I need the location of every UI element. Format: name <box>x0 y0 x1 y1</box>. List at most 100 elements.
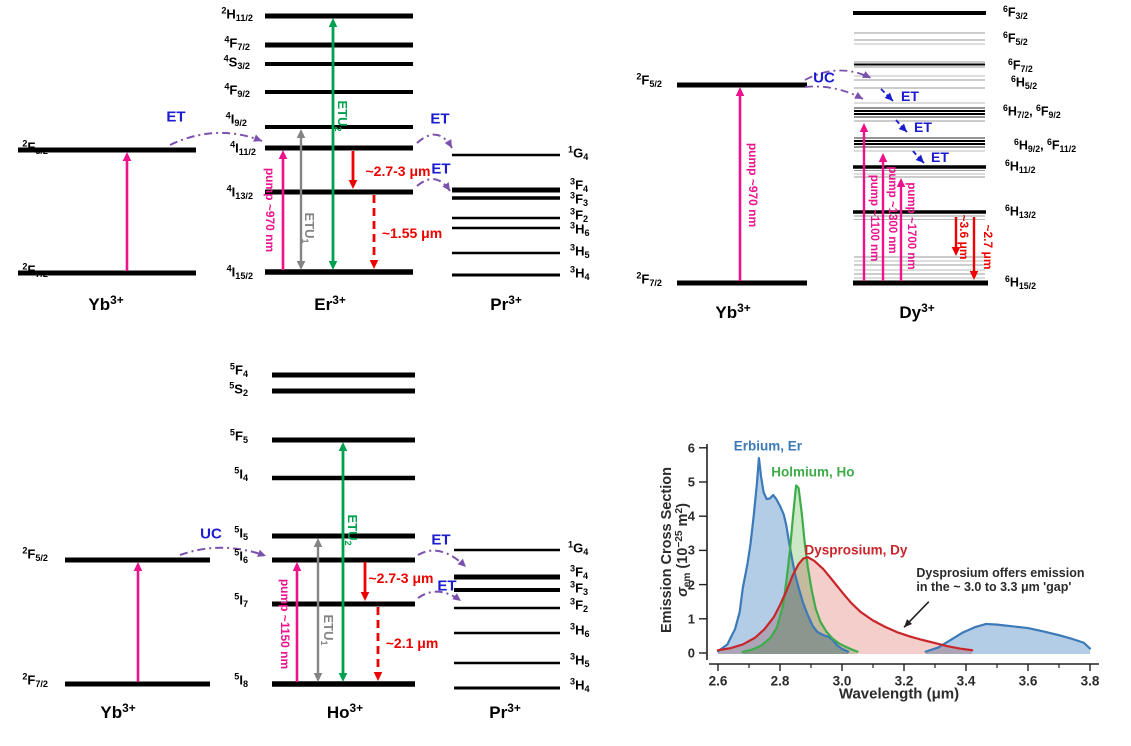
et-label-1-part: ET <box>901 88 919 104</box>
yb-level-label-2f52-part: 5/2 <box>35 553 48 564</box>
yb-level-label-2f52-part: F <box>27 139 36 155</box>
er-to-pr-et-curve-1-head <box>444 139 452 148</box>
chart-y-axis-title-line2-part: ) <box>674 503 691 508</box>
chart-x-tick-label: 3.0 <box>833 674 852 688</box>
etu2-label-part: 2 <box>343 540 354 546</box>
pr-level-label-3f2-part: 2 <box>583 604 589 615</box>
etu1-arrow-head <box>313 673 323 682</box>
uc-label: UC <box>200 527 222 542</box>
chart-y-axis-title-line2-part: em <box>682 572 694 588</box>
yb-level-label-2f72-part: F <box>27 262 36 278</box>
yb-to-er-et-curve-head <box>253 134 262 142</box>
pr-level-label-3h4: 3H4 <box>570 264 590 283</box>
yb-level-label-2f52-part: F <box>27 546 36 562</box>
etu1-label-part: 1 <box>319 640 330 646</box>
ion-label-yb: Yb3+ <box>88 293 124 313</box>
pr-level-label-3f2-part: 2 <box>583 214 589 225</box>
ho-level-label-5i4-part: 5 <box>234 465 240 476</box>
dy-level-label-6f52-part: 5/2 <box>1015 37 1028 48</box>
dy-level-label-6h112-part: 6 <box>1005 158 1010 169</box>
chart-x-tick-label: 3.2 <box>895 674 914 688</box>
pr-level-label-3h6-part: 6 <box>584 228 590 239</box>
etu1-label-part: ETU <box>302 212 317 239</box>
chart-y-axis-title-line2-part: σ <box>674 587 691 597</box>
er-emission-2p7-3um-arrow-head <box>348 180 358 189</box>
chart-y-tick-label-part: 3 <box>687 542 695 558</box>
yb-level-label-2f72: 2F7/2 <box>22 261 48 280</box>
ho-level-label-5i8-part: 8 <box>242 679 248 690</box>
et-label-1: ET <box>431 533 450 548</box>
dy-level-label-6h52-part: 5/2 <box>1024 81 1038 92</box>
dy-pump-1700-label-part: pump ~1700 nm <box>904 182 917 270</box>
chart-y-tick-label: 4 <box>688 510 695 523</box>
yb-level-label-2f52-part: 2 <box>636 71 642 82</box>
dy-level-label-6f32-part: 3/2 <box>1015 11 1028 22</box>
ion-label-pr-part: 3+ <box>507 701 521 716</box>
er-level-label-4i112: 4I11/2 <box>230 140 256 158</box>
chart-annotation-arrow-head <box>904 619 913 628</box>
et-label-3-part: ET <box>931 149 949 165</box>
et-label-1: ET <box>166 110 185 125</box>
dy-pump-1300-label: pump ~1300 nm <box>885 166 898 253</box>
chart-annotation-line-part: in the ~ 3.0 to 3.3 μm 'gap' <box>916 579 1072 594</box>
er-level-label-4i92-part: 4 <box>225 110 231 121</box>
ho-level-label-5f4-part: F <box>234 362 243 378</box>
et-label-1-part: ET <box>166 108 186 126</box>
er-level-label-4f72-part: 7/2 <box>237 42 250 53</box>
pr-level-label-3h6-part: 3 <box>570 220 576 231</box>
chart-x-tick-label: 3.4 <box>957 674 976 688</box>
er-level-label-4f72-part: F <box>229 35 238 51</box>
dy-level-label-6h112-part: H <box>1009 159 1019 174</box>
chart-legend-dysprosium-dy-part: Dysprosium, Dy <box>804 542 908 558</box>
chart-legend-erbium-er: Erbium, Er <box>734 439 802 453</box>
uc-label-part: UC <box>813 69 835 87</box>
ho-level-label-5i7-part: 5 <box>234 591 240 602</box>
pr-level-label-3f3-part: 3 <box>583 198 589 209</box>
ion-label-pr-part: Pr <box>489 702 508 722</box>
ho-level-label-5f5: 5F5 <box>230 428 248 446</box>
er-pump-arrow-head <box>278 150 288 159</box>
pr-level-label-3f3-part: 3 <box>583 587 589 598</box>
pr-level-label-3f4-part: 3 <box>570 176 576 187</box>
chart-x-axis-title-part: Wavelength (μm) <box>838 685 960 703</box>
er-level-label-4s32-part: 3/2 <box>237 61 250 72</box>
ho-emission-2p1um-label-part: ~2.1 μm <box>385 635 439 651</box>
dy-level-label-6h92-6f112-part: 11/2 <box>1059 144 1077 155</box>
ho-level-label-5i5-part: 5 <box>234 524 240 535</box>
yb-level-label-2f72-part: 7/2 <box>35 679 48 690</box>
yb-level-label-2f72-part: 2 <box>22 261 28 272</box>
dy-level-label-6h92-6f112-part: , <box>1040 138 1048 153</box>
ho-level-label-5i6-part: 5 <box>234 547 240 558</box>
etu1-arrow-head <box>296 261 306 270</box>
etu2-label-part: 2 <box>333 126 344 132</box>
yb-level-label-2f72-part: 7/2 <box>649 278 662 289</box>
er-level-label-2h112-part: 2 <box>221 5 227 16</box>
chart-y-tick-label-part: 5 <box>687 474 695 490</box>
uc-curve-1 <box>804 69 872 81</box>
pr-level-label-1g4-part: 1 <box>568 144 574 155</box>
chart-annotation-line: in the ~ 3.0 to 3.3 μm 'gap' <box>916 579 1072 594</box>
pr-level-label-3h4-part: 3 <box>570 264 576 275</box>
pr-level-label-3h5-part: 3 <box>570 242 576 253</box>
er-level-label-4i132-part: 4 <box>226 183 232 194</box>
chart-x-tick-label-part: 3.8 <box>1080 673 1100 689</box>
chart-x-axis-title: Wavelength (μm) <box>839 687 959 702</box>
yb-pump-arrow-head <box>735 87 745 96</box>
ho-level-label-5i4: 5I4 <box>234 465 248 484</box>
dy-level-label-6f72-part: F <box>1012 58 1021 73</box>
ion-label-dy: Dy3+ <box>899 302 934 321</box>
dy-pump-1300-arrow-head <box>878 153 888 162</box>
er-level-label-4i92-part: I <box>230 111 235 127</box>
pr-level-label-1g4-part: 4 <box>583 547 589 558</box>
dy-level-label-6f52: 6F5/2 <box>1003 31 1028 47</box>
dy-level-label-6h72-6f92-part: 9/2 <box>1048 110 1061 121</box>
dy-emission-3p6um-label-part: ~3.6 μm <box>957 214 971 260</box>
ho-level-label-5i5-part: I <box>239 525 243 541</box>
ho-to-pr-et-curve-2-head <box>452 593 461 601</box>
etu2-label-part: ETU <box>345 514 360 541</box>
dy-level-label-6h52-part: H <box>1015 75 1025 90</box>
er-level-label-4i152-part: 4 <box>226 263 232 274</box>
er-level-label-4i132: 4I13/2 <box>226 183 253 202</box>
ion-label-yb-part: 3+ <box>110 293 124 308</box>
er-level-label-4f92-part: 9/2 <box>237 89 250 100</box>
